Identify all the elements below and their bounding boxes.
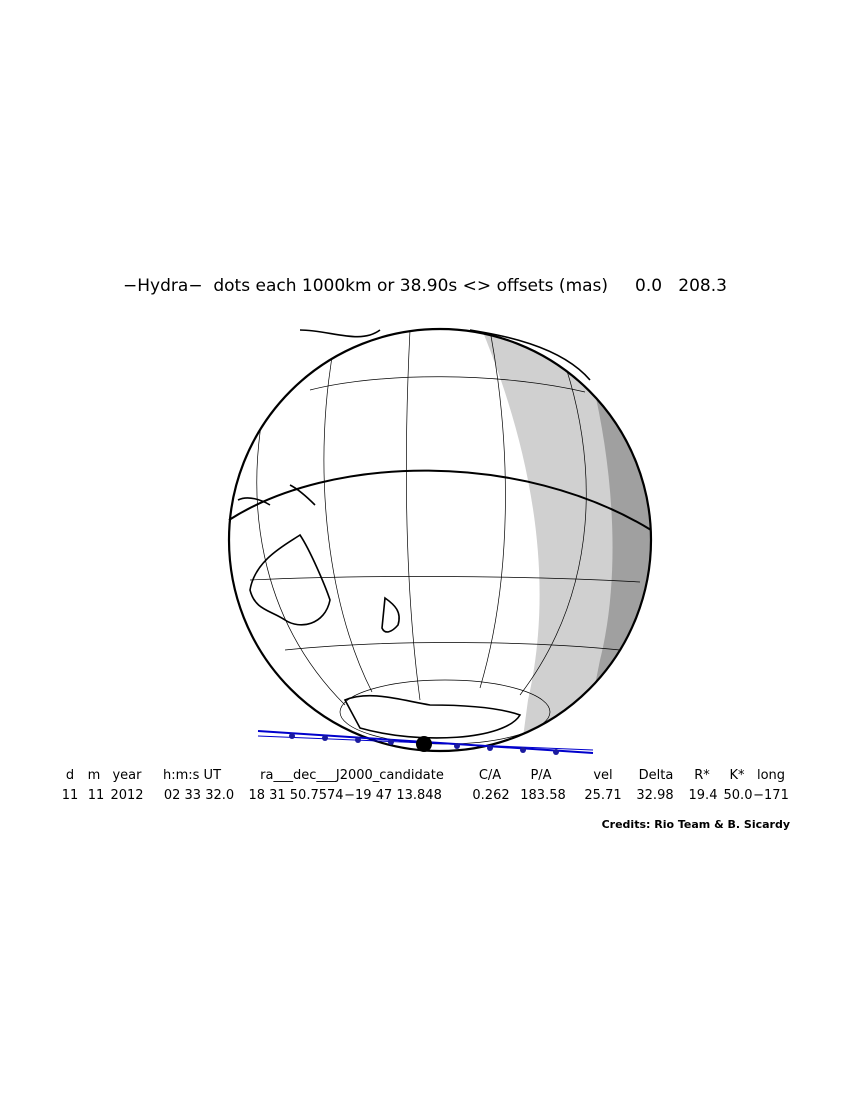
shadow-path — [257, 730, 594, 755]
equator — [228, 469, 652, 531]
event-table: d m year h:m:s UT ra___dec___J2000_candi… — [62, 768, 789, 803]
cell: 32.98 — [636, 788, 673, 803]
column-header: h:m:s UT — [163, 768, 221, 783]
column-header: K* — [729, 768, 745, 783]
column-header: m — [88, 768, 101, 783]
cell: 02 33 32.0 — [164, 788, 234, 803]
cell: −171 — [753, 788, 789, 803]
column-header: d — [66, 768, 74, 783]
column-header: ra___dec___J2000_candidate — [260, 768, 444, 783]
occulting-body — [416, 736, 432, 752]
cell: 183.58 — [520, 788, 566, 803]
cell: 0.262 — [472, 788, 509, 803]
coastlines — [237, 329, 591, 739]
column-header: vel — [593, 768, 612, 783]
column-header: year — [112, 768, 142, 783]
cell: 19.4 — [689, 788, 718, 803]
cell: 50.0 — [724, 788, 753, 803]
map-title: −Hydra− dots each 1000km or 38.90s <> of… — [123, 276, 727, 296]
column-header: P/A — [530, 768, 551, 783]
cell: 11 — [62, 788, 79, 803]
cell: 25.71 — [584, 788, 621, 803]
globe-outline — [227, 327, 653, 753]
credits: Credits: Rio Team & B. Sicardy — [602, 818, 790, 831]
column-header: C/A — [479, 768, 501, 783]
column-header: long — [757, 768, 785, 783]
cell: 11 — [88, 788, 105, 803]
path-dots — [289, 733, 559, 755]
cell: −19 47 13.848 — [344, 788, 442, 803]
column-header: Delta — [639, 768, 674, 783]
cell: 2012 — [110, 788, 143, 803]
cell: 18 31 50.7574 — [248, 788, 343, 803]
globe — [227, 327, 653, 753]
column-header: R* — [694, 768, 710, 783]
graticule — [249, 329, 641, 745]
